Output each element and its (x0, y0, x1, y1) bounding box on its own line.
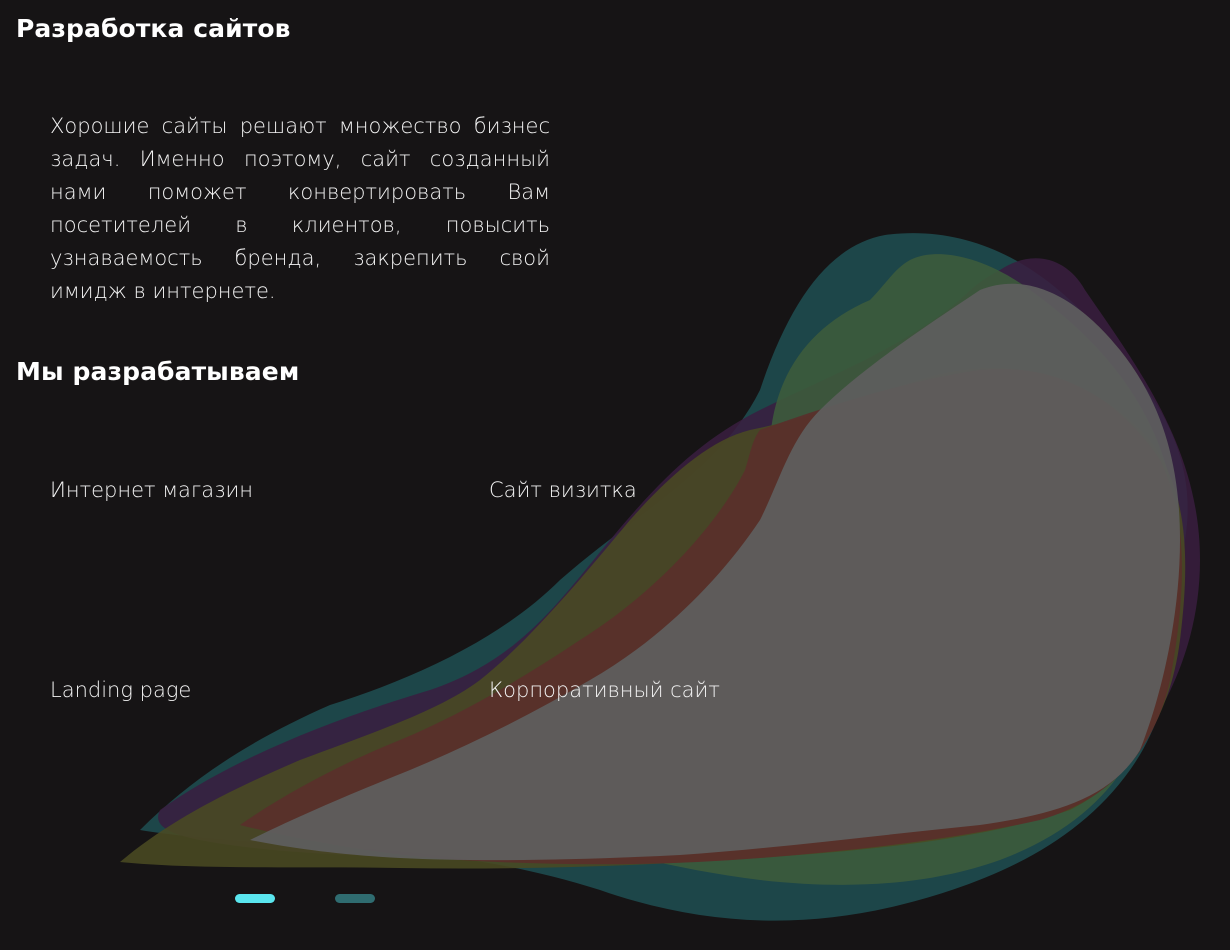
service-item-corporate-site: Корпоративный сайт (489, 678, 720, 702)
slider-dot-2[interactable] (335, 894, 375, 903)
service-item-business-card-site: Сайт визитка (489, 478, 637, 502)
blob-gray (250, 283, 1180, 861)
services-heading: Мы разрабатываем (16, 357, 300, 386)
slider-dot-1[interactable] (235, 894, 275, 903)
slider-pagination (235, 894, 375, 903)
intro-paragraph: Хорошие сайты решают множество бизнес за… (50, 114, 550, 303)
service-item-landing-page: Landing page (50, 678, 192, 702)
service-item-online-store: Интернет магазин (50, 478, 254, 502)
page-title: Разработка сайтов (16, 14, 291, 43)
